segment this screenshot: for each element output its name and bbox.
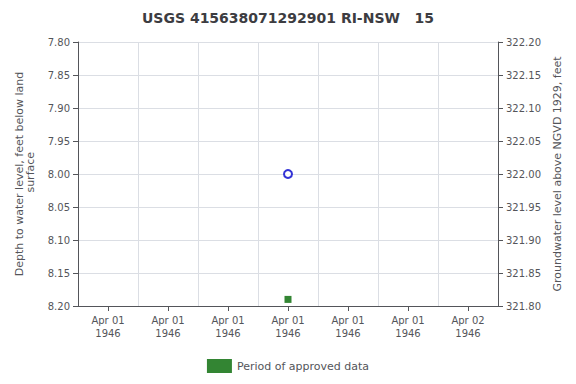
svg-text:Depth to water level, feet bel: Depth to water level, feet below land: [13, 71, 26, 277]
svg-text:Apr 01: Apr 01: [271, 315, 304, 326]
svg-text:7.85: 7.85: [48, 70, 70, 81]
svg-text:322.20: 322.20: [506, 37, 541, 48]
svg-text:7.95: 7.95: [48, 136, 70, 147]
svg-text:8.00: 8.00: [48, 169, 70, 180]
svg-text:Apr 01: Apr 01: [151, 315, 184, 326]
svg-text:7.80: 7.80: [48, 37, 70, 48]
svg-text:Apr 01: Apr 01: [91, 315, 124, 326]
svg-text:Apr 01: Apr 01: [391, 315, 424, 326]
svg-text:1946: 1946: [95, 328, 120, 339]
svg-text:Apr 02: Apr 02: [451, 315, 484, 326]
svg-text:321.95: 321.95: [506, 202, 541, 213]
svg-text:Groundwater level above NGVD 1: Groundwater level above NGVD 1929, feet: [551, 56, 564, 292]
svg-text:1946: 1946: [155, 328, 180, 339]
svg-text:1946: 1946: [335, 328, 360, 339]
svg-text:322.05: 322.05: [506, 136, 541, 147]
svg-text:8.10: 8.10: [48, 235, 70, 246]
svg-text:1946: 1946: [455, 328, 480, 339]
svg-text:USGS 415638071292901 RI-NSW: USGS 415638071292901 RI-NSW 15: [142, 10, 434, 26]
svg-text:Period of approved data: Period of approved data: [237, 360, 369, 373]
svg-text:Apr 01: Apr 01: [331, 315, 364, 326]
svg-text:surface: surface: [24, 152, 37, 196]
svg-text:322.00: 322.00: [506, 169, 541, 180]
svg-text:1946: 1946: [215, 328, 240, 339]
svg-text:7.90: 7.90: [48, 103, 70, 114]
svg-text:1946: 1946: [395, 328, 420, 339]
svg-text:321.80: 321.80: [506, 301, 541, 312]
svg-text:322.10: 322.10: [506, 103, 541, 114]
svg-text:8.05: 8.05: [48, 202, 70, 213]
svg-text:321.90: 321.90: [506, 235, 541, 246]
svg-text:Apr 01: Apr 01: [211, 315, 244, 326]
svg-text:321.85: 321.85: [506, 268, 541, 279]
svg-text:8.20: 8.20: [48, 301, 70, 312]
svg-text:8.15: 8.15: [48, 268, 70, 279]
svg-text:322.15: 322.15: [506, 70, 541, 81]
svg-text:1946: 1946: [275, 328, 300, 339]
